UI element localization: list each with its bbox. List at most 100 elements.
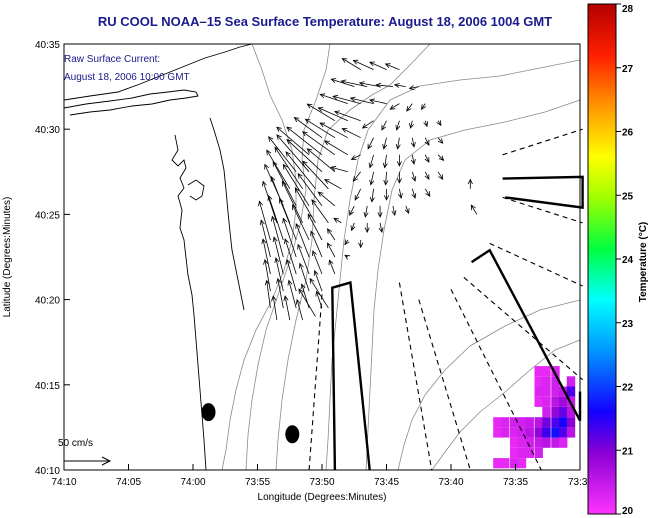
- sst-cell: [517, 458, 527, 469]
- vector-shaft: [421, 103, 426, 110]
- current-vector: [334, 110, 361, 122]
- current-vector: [295, 298, 303, 321]
- current-vector: [284, 238, 297, 275]
- sst-cell: [551, 366, 560, 377]
- vector-shaft: [309, 278, 329, 309]
- vector-head: [378, 227, 384, 234]
- vector-shaft: [406, 103, 413, 112]
- sst-cell: [510, 417, 519, 428]
- sst-cell: [534, 366, 543, 377]
- current-vector: [397, 188, 403, 199]
- vector-head: [327, 242, 332, 249]
- vector-head: [267, 194, 273, 201]
- vector-shaft: [394, 84, 406, 87]
- sst-cell: [542, 407, 551, 418]
- current-vector: [437, 137, 444, 144]
- current-vector: [341, 128, 361, 139]
- vector-shaft: [349, 205, 355, 216]
- vector-head: [333, 217, 340, 223]
- x-tick-label: 73:45: [374, 477, 399, 488]
- vector-shaft: [424, 154, 430, 163]
- vector-head: [341, 58, 348, 63]
- sst-cell: [493, 427, 502, 438]
- vector-shaft: [369, 61, 387, 70]
- vector-head: [396, 178, 402, 184]
- vector-shaft: [351, 222, 355, 231]
- vector-head: [354, 194, 360, 201]
- vector-head: [276, 126, 282, 132]
- current-vector: [315, 290, 323, 309]
- vector-head: [368, 162, 374, 169]
- vector-shaft: [470, 204, 478, 215]
- x-tick-label: 73:50: [309, 477, 334, 488]
- vector-shaft: [389, 103, 400, 110]
- current-vector: [364, 222, 370, 234]
- current-vector: [267, 194, 284, 241]
- vector-head: [425, 191, 431, 197]
- current-vector: [424, 154, 430, 163]
- sst-cell: [525, 447, 534, 458]
- vector-shaft: [284, 238, 297, 275]
- sst-cell: [566, 376, 576, 387]
- vector-shaft: [307, 214, 323, 241]
- vector-shaft: [369, 154, 374, 168]
- current-vector: [406, 103, 413, 112]
- vector-head: [298, 262, 304, 269]
- vector-shaft: [307, 148, 336, 173]
- vector-shaft: [282, 164, 310, 207]
- vector-shaft: [359, 82, 381, 87]
- vector-head: [340, 79, 347, 85]
- current-vector: [424, 171, 430, 181]
- vector-head: [369, 196, 375, 203]
- sst-cell: [551, 396, 560, 407]
- colorbar-tick-label: 20: [622, 506, 634, 517]
- colorbar-tick-label: 28: [622, 4, 634, 15]
- vector-head: [263, 258, 269, 265]
- vector-shaft: [295, 223, 310, 258]
- sst-cell: [566, 427, 576, 438]
- sst-cell: [542, 417, 551, 428]
- vector-head: [306, 148, 313, 154]
- colorbar: 28 27 26 25 24 23 22 21 20 Temperature (°C): [587, 3, 649, 517]
- sst-cell: [510, 447, 519, 458]
- y-tick-label: 40:25: [35, 210, 60, 221]
- colorbar-label: Temperature (°C): [638, 222, 649, 303]
- vector-head: [424, 174, 430, 181]
- current-vector: [313, 269, 323, 292]
- vector-shaft: [324, 140, 349, 156]
- current-vector: [436, 120, 442, 127]
- vector-shaft: [314, 270, 323, 292]
- vector-head: [307, 213, 313, 220]
- vector-shaft: [329, 260, 336, 275]
- vector-shaft: [310, 231, 323, 258]
- vector-shaft: [307, 103, 336, 122]
- vector-shaft: [305, 118, 336, 139]
- sst-cell: [542, 396, 551, 407]
- vector-shaft: [350, 97, 374, 104]
- vector-shaft: [296, 299, 303, 321]
- vector-shaft: [379, 222, 383, 233]
- current-vector: [286, 138, 323, 173]
- colorbar-gradient: [587, 3, 617, 515]
- sst-cell: [501, 417, 510, 428]
- vector-head: [358, 81, 365, 87]
- current-vector: [404, 205, 410, 215]
- vector-head: [358, 242, 364, 249]
- current-vector: [282, 163, 310, 207]
- vector-shaft: [409, 86, 419, 89]
- vector-head: [261, 238, 267, 244]
- current-vector: [282, 217, 297, 258]
- vector-shaft: [320, 122, 348, 139]
- vector-head: [361, 123, 368, 129]
- vector-shaft: [364, 205, 368, 217]
- vector-head: [411, 193, 417, 199]
- vector-head: [266, 149, 272, 156]
- vector-head: [349, 96, 356, 102]
- current-vector: [420, 103, 427, 110]
- sector-dashed-line: [418, 299, 471, 471]
- vector-shaft: [370, 171, 374, 185]
- current-vector: [262, 180, 278, 224]
- current-vector: [301, 131, 336, 156]
- vector-head: [274, 257, 280, 263]
- vector-shaft: [272, 296, 278, 321]
